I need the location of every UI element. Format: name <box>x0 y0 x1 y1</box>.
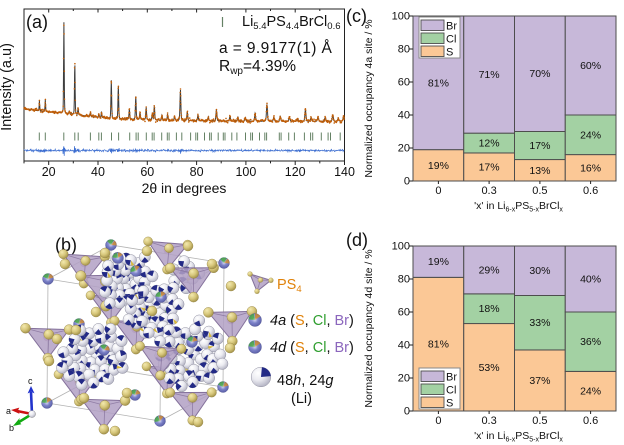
svg-text:120: 120 <box>285 165 306 179</box>
svg-text:0.5: 0.5 <box>532 185 547 197</box>
svg-text:(a): (a) <box>26 12 48 32</box>
svg-text:17%: 17% <box>529 140 550 152</box>
svg-text:Br: Br <box>446 21 457 33</box>
svg-text:80: 80 <box>398 44 410 56</box>
svg-text:Normalized occupancy 4a site /: Normalized occupancy 4a site / % <box>363 19 375 177</box>
svg-text:36%: 36% <box>580 336 601 348</box>
svg-text:Intensity (a.u): Intensity (a.u) <box>0 43 15 131</box>
svg-text:100: 100 <box>392 11 410 23</box>
svg-text:17%: 17% <box>479 162 500 174</box>
svg-text:Li5.4PS4.4BrCl0.6: Li5.4PS4.4BrCl0.6 <box>242 14 341 32</box>
svg-text:53%: 53% <box>479 362 500 374</box>
svg-text:20: 20 <box>42 165 56 179</box>
svg-text:(d): (d) <box>346 230 368 250</box>
svg-text:100: 100 <box>235 165 256 179</box>
svg-text:81%: 81% <box>428 339 449 351</box>
svg-text:(b): (b) <box>55 235 77 255</box>
svg-text:0: 0 <box>435 185 441 197</box>
svg-text:80: 80 <box>398 274 410 286</box>
svg-text:40: 40 <box>91 165 105 179</box>
svg-text:29%: 29% <box>479 264 500 276</box>
svg-text:b: b <box>9 423 14 433</box>
svg-text:33%: 33% <box>529 317 550 329</box>
svg-text:100: 100 <box>392 241 410 253</box>
svg-text:60: 60 <box>398 77 410 89</box>
svg-text:18%: 18% <box>479 303 500 315</box>
svg-text:60: 60 <box>140 165 154 179</box>
svg-text:(c): (c) <box>346 6 367 26</box>
svg-text:20: 20 <box>398 373 410 385</box>
svg-text:Normalized occupancy 4d site /: Normalized occupancy 4d site / % <box>363 249 375 407</box>
svg-text:'x' in Li6-xPS5-xBrClx: 'x' in Li6-xPS5-xBrClx <box>474 430 563 444</box>
svg-text:0: 0 <box>404 176 410 188</box>
svg-text:19%: 19% <box>428 160 449 172</box>
svg-text:0.6: 0.6 <box>583 185 598 197</box>
svg-text:40: 40 <box>398 110 410 122</box>
svg-text:60%: 60% <box>580 60 601 72</box>
svg-text:Cl: Cl <box>446 385 456 397</box>
svg-text:40: 40 <box>398 340 410 352</box>
svg-text:'x' in Li6-xPS5-xBrClx: 'x' in Li6-xPS5-xBrClx <box>474 200 563 214</box>
svg-text:24%: 24% <box>580 129 601 141</box>
svg-text:13%: 13% <box>529 165 550 177</box>
svg-text:40%: 40% <box>580 274 601 286</box>
svg-text:a = 9.9177(1) Å: a = 9.9177(1) Å <box>219 40 333 57</box>
svg-text:71%: 71% <box>479 69 500 81</box>
svg-text:PS4: PS4 <box>277 277 302 295</box>
svg-text:80: 80 <box>190 165 204 179</box>
svg-text:a: a <box>6 406 11 416</box>
svg-text:(Li): (Li) <box>291 391 312 407</box>
svg-text:2θ in degrees: 2θ in degrees <box>142 180 227 196</box>
svg-text:19%: 19% <box>428 256 449 268</box>
svg-text:0.3: 0.3 <box>481 185 496 197</box>
svg-text:16%: 16% <box>580 162 601 174</box>
svg-text:140: 140 <box>334 165 355 179</box>
svg-text:0: 0 <box>435 415 441 427</box>
svg-text:Br: Br <box>446 372 457 384</box>
svg-text:20: 20 <box>398 143 410 155</box>
svg-text:c: c <box>28 376 33 386</box>
svg-text:4d (S, Cl, Br): 4d (S, Cl, Br) <box>270 340 354 356</box>
svg-text:Cl: Cl <box>446 34 456 46</box>
svg-text:12%: 12% <box>479 138 500 150</box>
svg-text:24%: 24% <box>580 386 601 398</box>
svg-text:30%: 30% <box>529 265 550 277</box>
svg-text:S: S <box>446 47 453 59</box>
svg-text:0.3: 0.3 <box>481 415 496 427</box>
svg-text:0.5: 0.5 <box>532 415 547 427</box>
svg-text:81%: 81% <box>428 77 449 89</box>
svg-text:0.6: 0.6 <box>583 415 598 427</box>
svg-text:4a (S, Cl, Br): 4a (S, Cl, Br) <box>270 313 354 329</box>
svg-text:37%: 37% <box>529 375 550 387</box>
svg-text:60: 60 <box>398 307 410 319</box>
svg-text:70%: 70% <box>529 68 550 80</box>
svg-text:48h, 24g: 48h, 24g <box>277 373 333 389</box>
svg-text:0: 0 <box>404 406 410 418</box>
svg-text:S: S <box>446 398 453 410</box>
